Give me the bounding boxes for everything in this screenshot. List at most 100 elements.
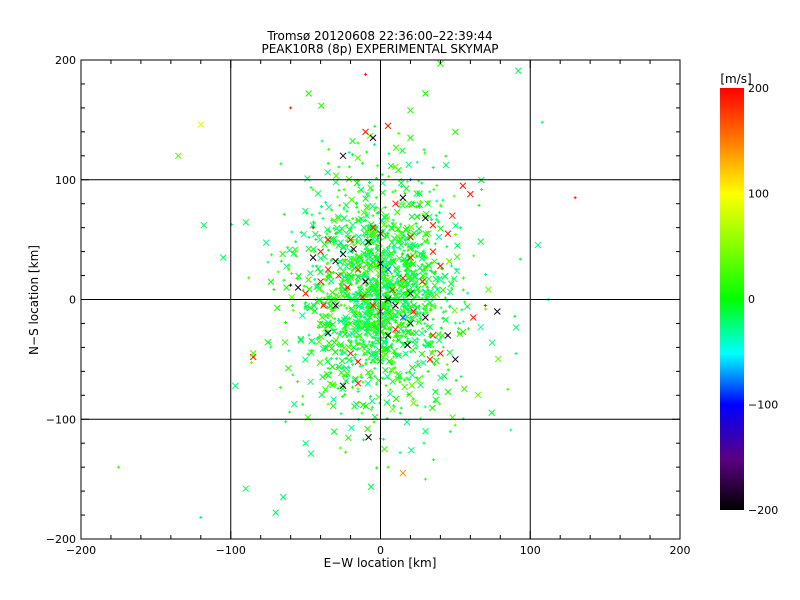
data-point bbox=[369, 302, 377, 309]
cloud-point bbox=[381, 359, 385, 363]
cloud-point bbox=[431, 317, 435, 321]
cloud-point bbox=[364, 368, 372, 376]
cloud-point bbox=[283, 284, 290, 291]
cloud-point bbox=[454, 267, 458, 271]
cloud-point bbox=[335, 242, 342, 249]
cloud-point bbox=[387, 307, 391, 311]
cloud-point bbox=[360, 376, 364, 380]
cloud-point bbox=[287, 264, 291, 268]
cloud-point bbox=[356, 141, 360, 145]
cloud-point bbox=[311, 220, 315, 224]
cloud-point bbox=[484, 286, 492, 293]
data-point bbox=[116, 465, 120, 469]
cloud-point bbox=[302, 284, 306, 288]
cloud-point bbox=[247, 276, 251, 280]
cloud-point bbox=[388, 250, 395, 257]
cloud-point bbox=[382, 366, 389, 374]
cloud-point bbox=[458, 321, 462, 325]
cloud-point bbox=[380, 213, 388, 221]
data-point bbox=[339, 382, 347, 390]
cloud-point bbox=[357, 279, 361, 283]
cloud-point bbox=[286, 246, 293, 254]
cloud-point bbox=[408, 204, 412, 208]
cloud-point bbox=[406, 329, 410, 333]
cloud-point bbox=[435, 233, 443, 241]
cloud-point bbox=[404, 238, 408, 242]
data-point bbox=[426, 356, 434, 363]
cloud-point bbox=[384, 384, 388, 388]
cloud-point bbox=[426, 299, 434, 306]
cloud-point bbox=[331, 348, 339, 356]
cloud-point bbox=[384, 311, 388, 315]
cloud-point bbox=[333, 238, 337, 242]
cloud-point bbox=[364, 358, 368, 362]
y-tick-label: 200 bbox=[55, 54, 76, 67]
cloud-point bbox=[363, 352, 367, 356]
cloud-point bbox=[444, 309, 448, 313]
cloud-point bbox=[404, 329, 411, 336]
cloud-point bbox=[410, 399, 417, 407]
cloud-point bbox=[407, 446, 415, 454]
cloud-point bbox=[307, 235, 311, 239]
cloud-point bbox=[358, 259, 362, 263]
cloud-point bbox=[367, 266, 371, 270]
cloud-point bbox=[384, 290, 388, 294]
cloud-point bbox=[384, 345, 392, 353]
cloud-point bbox=[387, 162, 395, 170]
cloud-point bbox=[273, 304, 281, 312]
cloud-point bbox=[399, 301, 407, 308]
cloud-point bbox=[451, 307, 458, 314]
cloud-point bbox=[349, 340, 353, 344]
cloud-point bbox=[336, 228, 343, 236]
cloud-point bbox=[320, 139, 324, 143]
data-point bbox=[493, 308, 501, 315]
data-point bbox=[384, 332, 392, 339]
cloud-point bbox=[408, 213, 416, 221]
cloud-point bbox=[443, 296, 447, 300]
cloud-point bbox=[348, 196, 356, 204]
cloud-point bbox=[283, 320, 287, 324]
cloud-point bbox=[387, 321, 391, 325]
cloud-point bbox=[442, 161, 450, 169]
cloud-point bbox=[347, 218, 351, 222]
cloud-point bbox=[341, 278, 345, 282]
cloud-point bbox=[375, 382, 379, 386]
data-point bbox=[392, 200, 399, 208]
cloud-point bbox=[461, 320, 465, 324]
cloud-point bbox=[357, 311, 361, 315]
cloud-point bbox=[391, 286, 395, 290]
data-point bbox=[365, 433, 372, 441]
cloud-point bbox=[425, 291, 429, 295]
cloud-point bbox=[287, 267, 291, 271]
cloud-point bbox=[484, 307, 488, 311]
cloud-point bbox=[307, 378, 314, 386]
cloud-point bbox=[441, 198, 445, 202]
cloud-point bbox=[404, 242, 408, 246]
cloud-point bbox=[423, 321, 427, 325]
cloud-point bbox=[368, 309, 372, 313]
data-point bbox=[422, 427, 429, 435]
cloud-point bbox=[365, 295, 369, 299]
cloud-point bbox=[331, 309, 335, 313]
cloud-point bbox=[403, 257, 407, 261]
cloud-point bbox=[399, 308, 407, 315]
data-point bbox=[386, 465, 390, 469]
data-point bbox=[423, 477, 427, 481]
cloud-point bbox=[307, 450, 315, 457]
cloud-point bbox=[389, 260, 393, 264]
cloud-point bbox=[418, 350, 426, 358]
cloud-point bbox=[456, 330, 464, 338]
cloud-point bbox=[314, 265, 322, 272]
data-point bbox=[317, 278, 324, 285]
cloud-point bbox=[366, 372, 374, 380]
cloud-point bbox=[411, 397, 415, 401]
cloud-point bbox=[412, 329, 420, 337]
cloud-point bbox=[339, 243, 347, 251]
cloud-point bbox=[351, 250, 355, 254]
y-tick-label: −100 bbox=[46, 413, 76, 426]
data-point bbox=[444, 332, 452, 339]
cloud-point bbox=[367, 286, 371, 290]
cloud-point bbox=[422, 441, 426, 445]
cloud-point bbox=[301, 356, 309, 363]
cloud-point bbox=[396, 229, 400, 233]
